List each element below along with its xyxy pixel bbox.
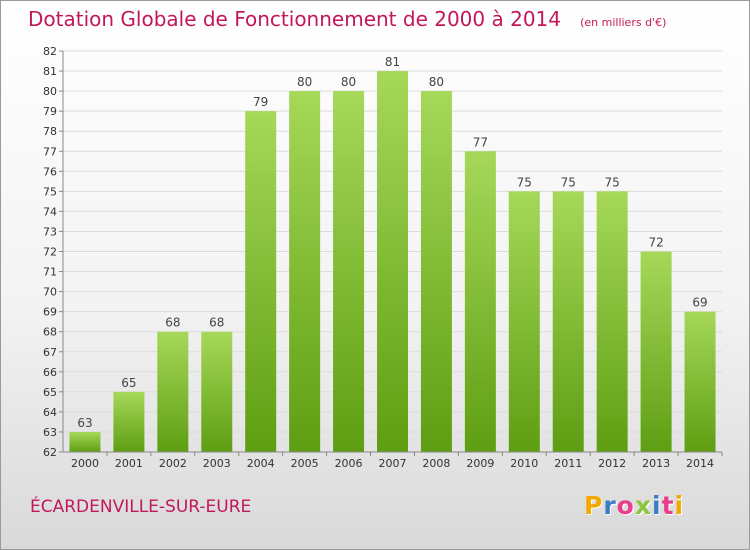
data-label: 80 [297, 75, 312, 89]
y-tick-label: 82 [43, 45, 57, 58]
bar [333, 91, 365, 452]
data-label: 68 [209, 316, 224, 330]
y-tick-label: 77 [43, 145, 57, 158]
bar [69, 431, 101, 452]
y-tick-label: 73 [43, 225, 57, 238]
x-tick-label: 2011 [554, 457, 582, 470]
bar [420, 91, 452, 452]
y-tick-label: 81 [43, 65, 57, 78]
y-tick-label: 72 [43, 246, 57, 259]
bar [245, 111, 277, 453]
bar [464, 151, 496, 452]
bar [552, 191, 584, 452]
data-label: 72 [648, 236, 663, 250]
data-label: 81 [385, 55, 400, 69]
y-tick-label: 70 [43, 286, 57, 299]
x-tick-label: 2008 [422, 457, 450, 470]
title-line: Dotation Globale de Fonctionnement de 20… [28, 7, 666, 31]
y-tick-label: 62 [43, 446, 57, 459]
y-tick-label: 68 [43, 326, 57, 339]
y-tick-label: 63 [43, 426, 57, 439]
axes: 62 63 64 65 66 67 68 69 70 71 72 73 74 75 76 77 78 79 80 81… [43, 45, 723, 470]
data-label: 75 [517, 175, 532, 189]
bar [113, 391, 145, 452]
bar [508, 191, 540, 452]
x-tick-label: 2003 [203, 457, 231, 470]
x-tick-label: 2014 [686, 457, 714, 470]
proxiti-logo[interactable]: Proxiti [584, 491, 684, 520]
x-tick-label: 2013 [642, 457, 670, 470]
y-tick-label: 75 [43, 185, 57, 198]
logo-letter: i [674, 491, 685, 520]
x-tick-label: 2010 [510, 457, 538, 470]
chart-unit-note: (en milliers d'€) [580, 16, 667, 29]
x-tick-label: 2004 [247, 457, 275, 470]
x-tick-label: 2012 [598, 457, 626, 470]
bar [289, 91, 321, 452]
data-label: 80 [341, 75, 356, 89]
y-tick-label: 79 [43, 105, 57, 118]
bar [640, 251, 672, 452]
chart-title: Dotation Globale de Fonctionnement de 20… [28, 7, 561, 31]
y-tick-label: 67 [43, 346, 57, 359]
bar [201, 331, 233, 452]
logo-letter: o [616, 491, 635, 520]
y-tick-label: 65 [43, 386, 57, 399]
logo-letter: r [603, 491, 617, 520]
x-tick-label: 2001 [115, 457, 143, 470]
bars: 63 65 68 68 79 80 80 81 80 77 75 75 75 72 69 [69, 55, 716, 453]
y-tick-label: 69 [43, 306, 57, 319]
x-tick-label: 2000 [71, 457, 99, 470]
logo-letter: P [584, 491, 604, 520]
data-label: 68 [165, 316, 180, 330]
x-tick-label: 2002 [159, 457, 187, 470]
y-tick-label: 80 [43, 85, 57, 98]
data-label: 63 [77, 416, 92, 430]
bar [157, 331, 189, 452]
logo-letter: t [661, 491, 675, 520]
y-tick-label: 78 [43, 125, 57, 138]
data-label: 75 [605, 175, 620, 189]
x-tick-label: 2005 [291, 457, 319, 470]
city-name: ÉCARDENVILLE-SUR-EURE [30, 497, 252, 517]
y-tick-label: 74 [43, 205, 57, 218]
data-label: 65 [121, 376, 136, 390]
bar [377, 71, 408, 453]
data-label: 69 [692, 296, 707, 310]
data-label: 80 [429, 75, 444, 89]
y-tick-label: 71 [43, 266, 57, 279]
x-tick-label: 2006 [335, 457, 363, 470]
y-tick-label: 64 [43, 406, 57, 419]
data-label: 77 [473, 135, 488, 149]
x-tick-label: 2009 [466, 457, 494, 470]
logo-letter: x [634, 491, 652, 520]
bar [596, 191, 628, 452]
y-tick-label: 76 [43, 165, 57, 178]
bar [684, 311, 716, 452]
x-tick-label: 2007 [379, 457, 407, 470]
data-label: 79 [253, 95, 268, 109]
y-tick-label: 66 [43, 366, 57, 379]
data-label: 75 [561, 175, 576, 189]
logo-letter: i [652, 491, 662, 520]
